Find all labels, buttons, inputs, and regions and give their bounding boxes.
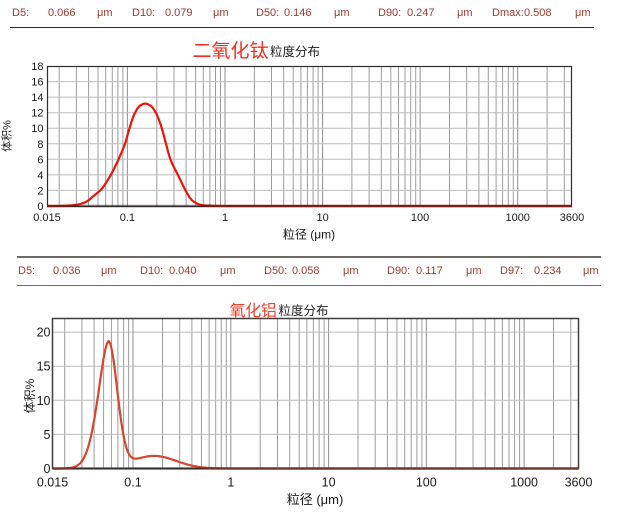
svg-text:1: 1 <box>222 212 228 224</box>
svg-text:10: 10 <box>37 394 51 408</box>
svg-text:0.1: 0.1 <box>120 212 135 224</box>
svg-text:5: 5 <box>44 428 51 442</box>
svg-text:6: 6 <box>37 154 43 166</box>
svg-text:20: 20 <box>37 326 51 340</box>
svg-text:8: 8 <box>37 139 43 151</box>
svg-text:1000: 1000 <box>505 212 529 224</box>
svg-text:1: 1 <box>227 476 234 490</box>
svg-text:10: 10 <box>322 476 336 490</box>
svg-text:体积%: 体积% <box>0 120 14 152</box>
svg-text:1000: 1000 <box>510 476 538 490</box>
svg-text:100: 100 <box>416 476 437 490</box>
svg-text:3600: 3600 <box>565 476 593 490</box>
svg-text:0: 0 <box>44 462 51 476</box>
svg-text:3600: 3600 <box>560 212 584 224</box>
svg-text:体积%: 体积% <box>23 378 37 413</box>
svg-text:14: 14 <box>31 92 43 104</box>
svg-text:15: 15 <box>37 360 51 374</box>
svg-text:0.1: 0.1 <box>124 476 141 490</box>
svg-text:10: 10 <box>31 123 43 135</box>
svg-text:0.015: 0.015 <box>37 476 68 490</box>
svg-text:18: 18 <box>31 61 43 73</box>
svg-text:4: 4 <box>37 170 43 182</box>
svg-text:12: 12 <box>31 108 43 120</box>
svg-text:100: 100 <box>411 212 429 224</box>
svg-text:16: 16 <box>31 77 43 89</box>
svg-text:0: 0 <box>37 201 43 213</box>
svg-text:10: 10 <box>316 212 328 224</box>
svg-text:粒径 (μm): 粒径 (μm) <box>283 227 335 242</box>
svg-text:2: 2 <box>37 185 43 197</box>
svg-text:粒径 (μm): 粒径 (μm) <box>287 492 344 507</box>
svg-text:0.015: 0.015 <box>33 212 61 224</box>
